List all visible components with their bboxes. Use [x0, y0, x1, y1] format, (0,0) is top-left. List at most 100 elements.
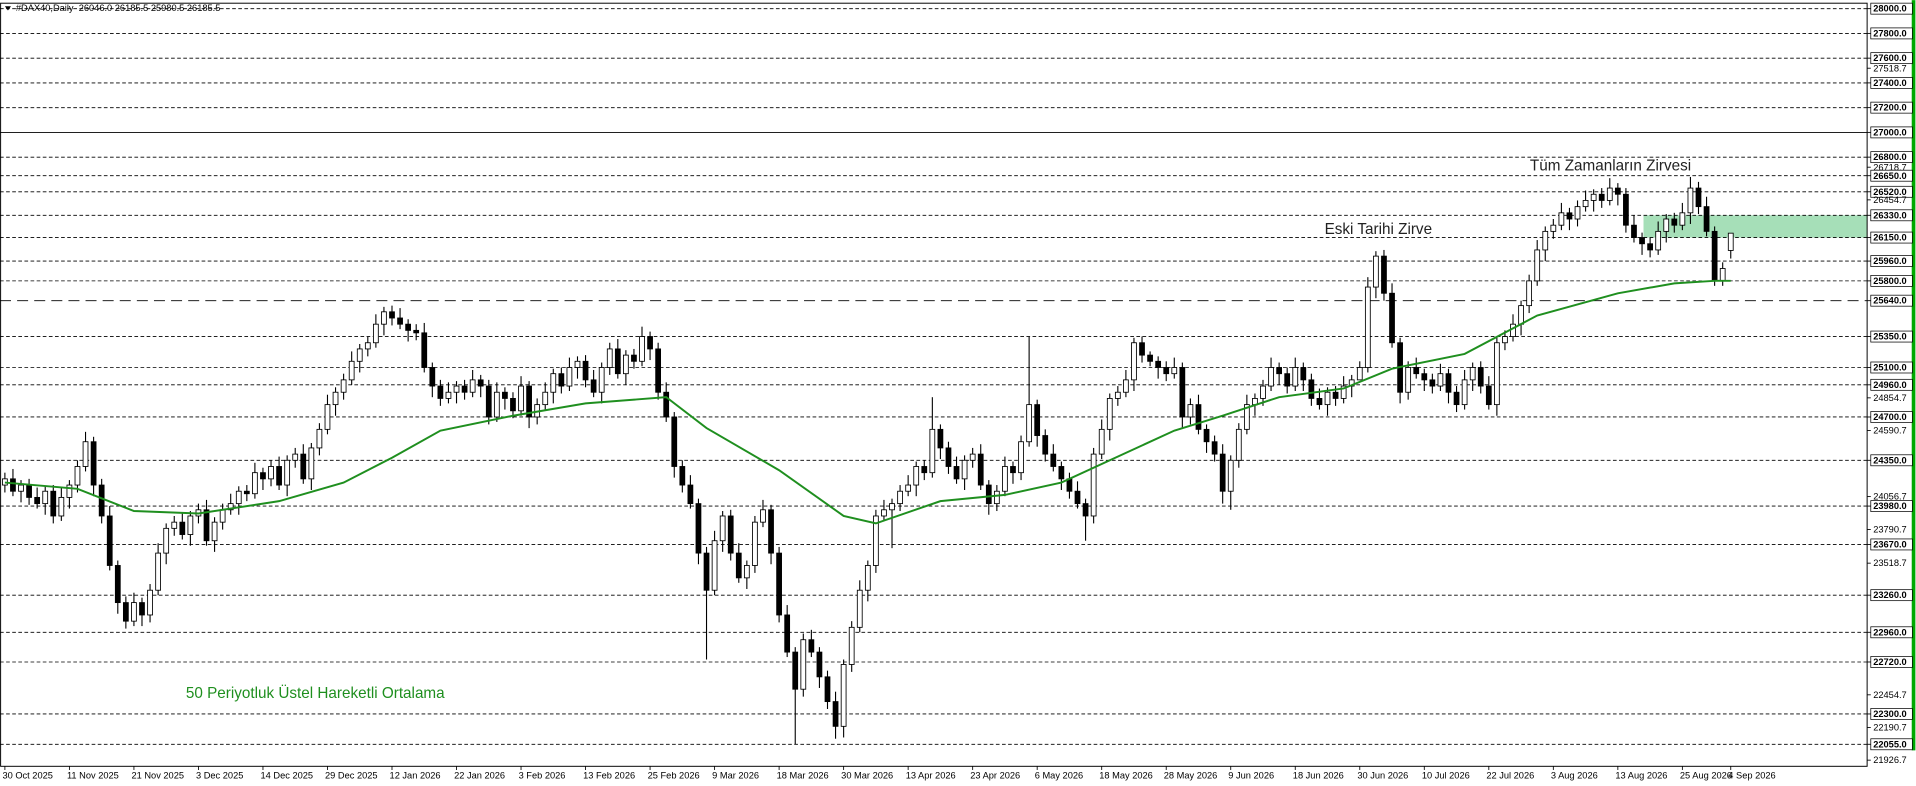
- candle-body: [1292, 367, 1299, 387]
- candle-body: [1147, 354, 1153, 362]
- candle-body: [372, 323, 379, 344]
- candle-body: [671, 416, 678, 467]
- candle-body: [1090, 453, 1097, 517]
- candle-body: [260, 472, 266, 480]
- y-tick-label: 23260.0: [1873, 590, 1906, 600]
- candle-body: [1502, 336, 1508, 344]
- candle-body: [1550, 224, 1557, 232]
- candle-body: [1405, 367, 1412, 393]
- candle-body: [1243, 404, 1250, 430]
- candle-body: [848, 626, 855, 665]
- candle-body: [502, 391, 508, 399]
- candle-body: [913, 466, 920, 486]
- candle-body: [252, 472, 258, 495]
- candle-body: [1187, 404, 1194, 418]
- candle-body: [235, 490, 242, 505]
- x-tick-label: 23 Apr 2026: [970, 771, 1020, 781]
- candle-body: [663, 391, 670, 418]
- candle-body: [1485, 385, 1492, 406]
- candle-body: [840, 664, 847, 727]
- candle-body: [122, 602, 129, 622]
- menu-triangle[interactable]: [4, 6, 11, 11]
- candle-body: [1308, 379, 1315, 399]
- candle-body: [324, 404, 331, 430]
- y-tick-label: 25960.0: [1873, 256, 1906, 266]
- candle-body: [1566, 212, 1573, 220]
- candle-body: [90, 441, 97, 486]
- level-label-box: [1870, 77, 1913, 89]
- candle-body: [1098, 428, 1105, 455]
- level-label-box: [1870, 185, 1913, 198]
- candle-body: [1034, 404, 1041, 436]
- y-tick-label: 24350.0: [1873, 455, 1906, 465]
- level-label-box: [1870, 52, 1913, 65]
- candle-body: [542, 391, 549, 406]
- overlay-layer: Tüm Zamanların Zirvesi Eski Tarihi Zirve 5…: [4, 157, 1731, 702]
- candle-body: [316, 428, 323, 449]
- candle-body: [808, 639, 815, 653]
- candle-body: [1623, 193, 1629, 226]
- candle-body: [1276, 367, 1282, 375]
- candle-body: [1534, 249, 1541, 282]
- candle-body: [1663, 218, 1670, 232]
- candle-body: [1026, 404, 1032, 443]
- candle-body: [445, 391, 452, 399]
- candle-body: [1002, 466, 1008, 492]
- candle-body: [639, 336, 645, 362]
- candle-body: [1364, 286, 1371, 368]
- candle-body: [203, 509, 210, 542]
- candle-body: [405, 323, 411, 331]
- candle-body: [1211, 441, 1218, 455]
- candles-layer: [2, 176, 1734, 745]
- candle-body: [752, 521, 758, 566]
- level-label-box: [1870, 626, 1913, 639]
- candle-body: [171, 521, 178, 529]
- candle-body: [1582, 200, 1589, 208]
- candle-body: [1227, 459, 1234, 492]
- y-tick-label: 27600.0: [1873, 53, 1906, 63]
- candle-body: [1631, 224, 1637, 238]
- candle-body: [631, 354, 637, 362]
- candle-body: [510, 398, 516, 412]
- candle-body: [1373, 255, 1379, 288]
- candle-body: [1469, 367, 1476, 381]
- candle-body: [1284, 373, 1291, 387]
- x-tick-label: 30 Mar 2026: [841, 771, 893, 781]
- level-label-box: [1870, 209, 1913, 222]
- x-tick-label: 6 May 2026: [1035, 771, 1083, 781]
- candle-body: [768, 509, 774, 554]
- level-label-box: [1870, 656, 1913, 668]
- candle-body: [1574, 206, 1581, 220]
- candle-body: [623, 354, 629, 375]
- candle-body: [1477, 367, 1484, 387]
- candle-body: [131, 602, 137, 622]
- y-tick-label: 26454.7: [1873, 195, 1906, 205]
- x-tick-label: 30 Jun 2026: [1357, 771, 1408, 781]
- level-label-box: [1870, 2, 1913, 15]
- candle-body: [1655, 230, 1662, 251]
- candle-body: [34, 496, 41, 505]
- x-tick-label: 3 Aug 2026: [1551, 771, 1598, 781]
- zone-layer: [1643, 215, 1868, 238]
- x-tick-label: 28 May 2026: [1164, 771, 1218, 781]
- candle-body: [526, 385, 532, 418]
- candle-body: [1639, 237, 1645, 245]
- y-tick-label: 24590.7: [1873, 426, 1906, 436]
- candle-body: [397, 317, 403, 325]
- y-tick-label: 23518.7: [1873, 558, 1906, 568]
- candle-body: [82, 441, 89, 467]
- y-tick-label: 22454.7: [1873, 690, 1906, 700]
- candle-body: [50, 490, 57, 517]
- x-tick-label: 3 Feb 2026: [519, 771, 566, 781]
- candle-body: [856, 589, 863, 628]
- candle-body: [18, 484, 24, 492]
- candle-body: [1179, 367, 1186, 418]
- x-tick-label: 9 Mar 2026: [712, 771, 759, 781]
- x-tick-label: 3 Dec 2025: [196, 771, 243, 781]
- candle-body: [566, 367, 573, 387]
- candle-body: [993, 490, 1000, 505]
- level-label-box: [1870, 708, 1913, 720]
- candle-body: [743, 565, 750, 579]
- candle-body: [1461, 379, 1468, 406]
